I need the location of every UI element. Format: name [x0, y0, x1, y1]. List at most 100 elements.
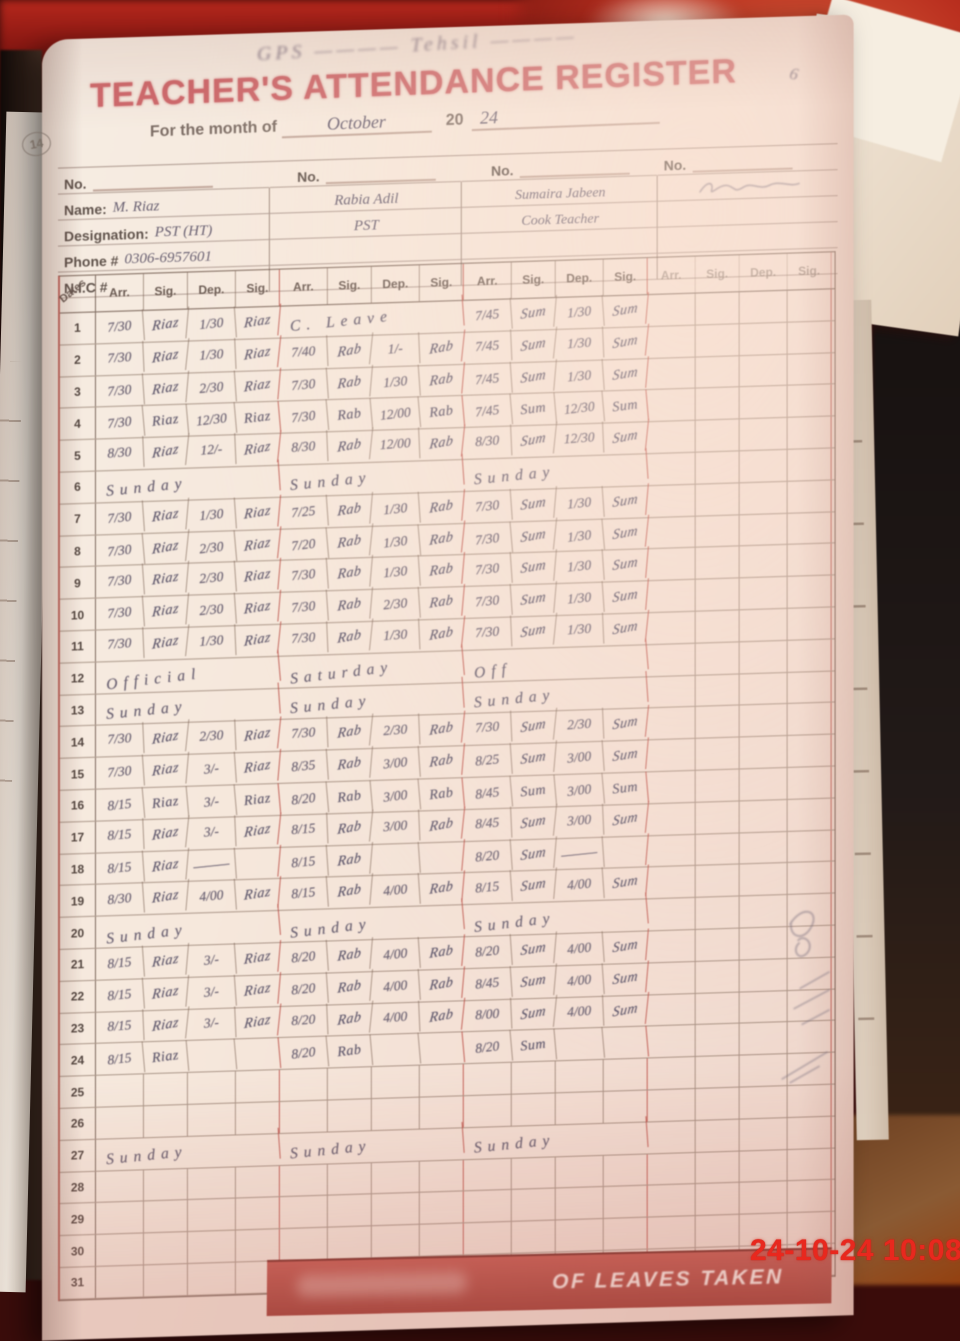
footer-red-band: OF LEAVES TAKEN	[266, 1247, 832, 1317]
empty-cell	[695, 833, 740, 866]
empty-cell	[647, 993, 696, 1026]
signature-handwriting: Rab	[326, 618, 374, 658]
date-number-cell: 2	[59, 344, 96, 377]
signature-handwriting: Rab	[326, 1034, 374, 1071]
empty-cell	[603, 1217, 648, 1250]
time-handwriting: 7/30	[94, 309, 145, 345]
time-handwriting: 8/35	[278, 748, 329, 785]
empty-cell	[555, 1091, 604, 1125]
time-handwriting	[370, 1032, 422, 1070]
empty-cell	[787, 448, 832, 481]
empty-cell	[647, 1216, 696, 1249]
signature-handwriting: Rab	[418, 743, 465, 782]
time-handwriting: ———	[554, 835, 605, 872]
empty-cell	[739, 831, 788, 864]
time-handwriting: 8/20	[279, 1003, 329, 1038]
date-number-cell: 31	[59, 1266, 96, 1299]
time-handwriting: 7/30	[463, 710, 513, 746]
empty-cell	[371, 1193, 420, 1226]
column-header: Sig.	[327, 266, 372, 305]
time-handwriting: 1/30	[186, 306, 237, 342]
time-handwriting: 4/00	[555, 994, 605, 1029]
signature-handwriting: Rab	[326, 364, 374, 403]
time-handwriting: 2/30	[186, 560, 237, 597]
empty-cell	[511, 1061, 556, 1094]
register-page: GPS ———— Tehsil ———— TEACHER'S ATTENDANC…	[42, 14, 854, 1341]
time-handwriting: 8/20	[278, 971, 329, 1008]
time-handwriting: 8/45	[462, 965, 513, 1002]
date-number-cell: 20	[59, 916, 96, 949]
empty-cell	[647, 898, 696, 931]
time-handwriting: 1/30	[186, 497, 237, 533]
empty-cell	[695, 546, 740, 579]
time-handwriting: 1/30	[554, 294, 605, 331]
signature-handwriting: Sum	[602, 355, 649, 394]
dates-label: Dates	[57, 276, 89, 306]
empty-cell	[739, 449, 788, 483]
empty-cell	[787, 766, 832, 799]
empty-cell	[511, 1093, 556, 1126]
column-header: Dep.	[371, 265, 420, 303]
teacher3-name-handwriting: Sumaira Jabeen	[514, 185, 606, 204]
empty-cell	[739, 672, 788, 705]
empty-cell	[647, 834, 696, 867]
empty-cell	[603, 1058, 648, 1091]
empty-cell	[787, 861, 832, 895]
empty-cell	[787, 671, 832, 704]
empty-cell	[647, 1057, 696, 1090]
time-handwriting: 2/30	[186, 370, 237, 406]
teacher1-name-handwriting: M. Riaz	[112, 198, 160, 216]
empty-cell	[143, 1263, 188, 1297]
time-handwriting: 8/20	[278, 939, 329, 976]
background-dark-object	[872, 230, 960, 1160]
time-handwriting: 2/30	[187, 719, 237, 754]
time-handwriting: 8/15	[94, 977, 145, 1013]
empty-cell	[235, 1070, 280, 1103]
empty-cell	[695, 928, 740, 961]
empty-cell	[695, 514, 740, 548]
signature-handwriting: Sum	[510, 740, 557, 779]
empty-cell	[739, 1181, 788, 1214]
signature-handwriting: Riaz	[142, 433, 190, 473]
empty-cell	[695, 1119, 740, 1152]
empty-cell	[787, 512, 832, 545]
empty-cell	[187, 1262, 236, 1295]
time-handwriting: 7/30	[462, 552, 513, 588]
time-handwriting: 1/30	[187, 337, 237, 373]
column-header: Sig.	[695, 255, 740, 293]
empty-cell	[787, 830, 832, 863]
no-label: No.	[63, 175, 87, 193]
signature-handwriting: Rab	[418, 361, 465, 400]
time-handwriting: 7/30	[94, 372, 145, 409]
empty-cell	[739, 577, 788, 610]
empty-cell	[235, 1165, 280, 1198]
empty-cell	[787, 352, 832, 386]
empty-cell	[739, 545, 788, 578]
date-number-cell: 29	[59, 1203, 96, 1236]
margin-scribble	[781, 910, 830, 1084]
empty-cell	[787, 702, 832, 736]
empty-cell	[695, 355, 740, 389]
empty-cell	[327, 1226, 372, 1259]
empty-cell	[419, 1223, 464, 1256]
date-number-cell: 1	[59, 312, 96, 345]
time-handwriting: 1/30	[187, 624, 237, 659]
empty-cell	[647, 961, 696, 994]
time-handwriting: 8/00	[463, 997, 513, 1032]
empty-cell	[647, 643, 696, 676]
time-handwriting: 8/20	[462, 934, 513, 970]
time-handwriting: 8/30	[95, 436, 145, 471]
empty-cell	[511, 1188, 556, 1221]
empty-cell	[787, 289, 832, 322]
empty-cell	[419, 1159, 464, 1193]
date-number-cell: 8	[59, 535, 96, 568]
empty-cell	[739, 640, 788, 673]
time-handwriting: 8/15	[279, 812, 329, 847]
empty-cell	[739, 736, 788, 769]
time-handwriting: 8/25	[462, 743, 513, 779]
empty-cell	[95, 1265, 144, 1298]
date-number-cell: 25	[59, 1075, 96, 1108]
time-handwriting: 1/30	[554, 581, 605, 617]
empty-cell	[279, 1100, 328, 1133]
empty-cell	[647, 929, 696, 963]
